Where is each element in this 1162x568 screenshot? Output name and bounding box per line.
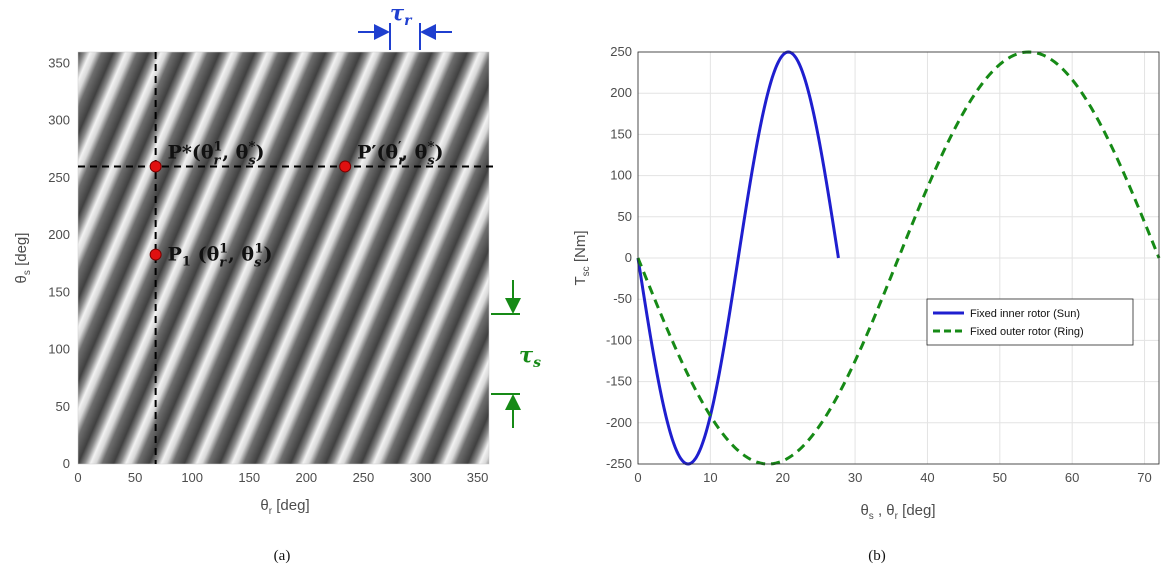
panel-b-caption: (b) (868, 548, 886, 564)
x-tick-label: 10 (703, 470, 717, 485)
heatmap-fill (78, 52, 489, 464)
panel-b-ticks: 0 10 20 30 40 50 60 70 250 200 150 100 50 0 -50 -100 -15… (606, 44, 1152, 485)
y-tick-label: 0 (63, 456, 70, 471)
panel-a-ylabel: θs [deg] (13, 233, 33, 284)
y-tick-label: -250 (606, 456, 632, 471)
y-tick-label: 300 (48, 113, 70, 128)
y-tick-label: -150 (606, 374, 632, 389)
y-tick-label: 200 (610, 85, 632, 100)
legend-box (926, 298, 1134, 346)
x-tick-label: 70 (1137, 470, 1151, 485)
tau-r-annotation: τr (358, 0, 452, 50)
x-tick-label: 40 (920, 470, 934, 485)
tau-s-label: τs (519, 342, 541, 371)
heatmap-stripes (78, 52, 489, 464)
y-tick-label: 250 (48, 170, 70, 185)
y-tick-label: 250 (610, 44, 632, 59)
plot-frame (637, 51, 1160, 465)
point-label: P*(θr1, θs*) (168, 139, 265, 168)
series-layer (636, 50, 1161, 466)
panel-a-xlabel: θr [deg] (260, 497, 309, 517)
y-tick-label: 50 (618, 209, 632, 224)
panel-a-ticks: 0 50 100 150 200 250 300 350 0 50 100 150 200 250 300 3… (48, 55, 488, 485)
y-tick-label: 100 (48, 342, 70, 357)
panel-b: 0 10 20 30 40 50 60 70 250 200 150 100 50 0 -50 -100 -15… (572, 44, 1161, 564)
legend: Fixed inner rotor (Sun) Fixed outer roto… (926, 298, 1134, 346)
y-tick-label: 200 (48, 227, 70, 242)
x-tick-label: 250 (353, 470, 375, 485)
x-tick-label: 200 (295, 470, 317, 485)
y-tick-label: -200 (606, 415, 632, 430)
x-tick-label: 0 (74, 470, 81, 485)
x-tick-label: 20 (775, 470, 789, 485)
y-tick-label: 50 (56, 399, 70, 414)
tau-s-annotation: τs (491, 280, 541, 428)
y-tick-label: -50 (613, 291, 632, 306)
y-tick-label: 350 (48, 55, 70, 70)
x-tick-label: 350 (467, 470, 489, 485)
x-tick-label: 50 (993, 470, 1007, 485)
points-layer: P*(θr1, θs*) P′(θr′, θs*) P1 (θr1, θs1) (149, 139, 443, 271)
x-tick-label: 30 (848, 470, 862, 485)
heatmap-frame (77, 51, 490, 465)
point-marker (149, 248, 162, 261)
x-tick-label: 0 (634, 470, 641, 485)
y-tick-label: 150 (610, 126, 632, 141)
x-tick-label: 150 (238, 470, 260, 485)
series-line-ring (636, 50, 1161, 466)
point-label: P1 (θr1, θs1) (168, 242, 273, 271)
panel-a: 0 50 100 150 200 250 300 350 0 50 100 150 200 250 300 3… (13, 0, 541, 564)
x-tick-label: 300 (410, 470, 432, 485)
point-marker (149, 160, 162, 173)
legend-label-ring: Fixed outer rotor (Ring) (970, 326, 1084, 338)
series-line-sun (636, 50, 840, 466)
legend-label-sun: Fixed inner rotor (Sun) (970, 308, 1080, 320)
x-tick-label: 100 (181, 470, 203, 485)
x-tick-label: 60 (1065, 470, 1079, 485)
panel-b-xlabel: θs , θr [deg] (860, 502, 935, 522)
panel-b-ylabel: Tsc [Nm] (572, 230, 592, 285)
x-tick-label: 50 (128, 470, 142, 485)
y-tick-label: 100 (610, 168, 632, 183)
point-label: P′(θr′, θs*) (357, 139, 443, 168)
y-tick-label: 0 (625, 250, 632, 265)
tau-r-label: τr (390, 0, 413, 29)
panel-a-caption: (a) (274, 548, 291, 564)
y-tick-label: -100 (606, 332, 632, 347)
y-tick-label: 150 (48, 284, 70, 299)
point-marker (339, 160, 352, 173)
